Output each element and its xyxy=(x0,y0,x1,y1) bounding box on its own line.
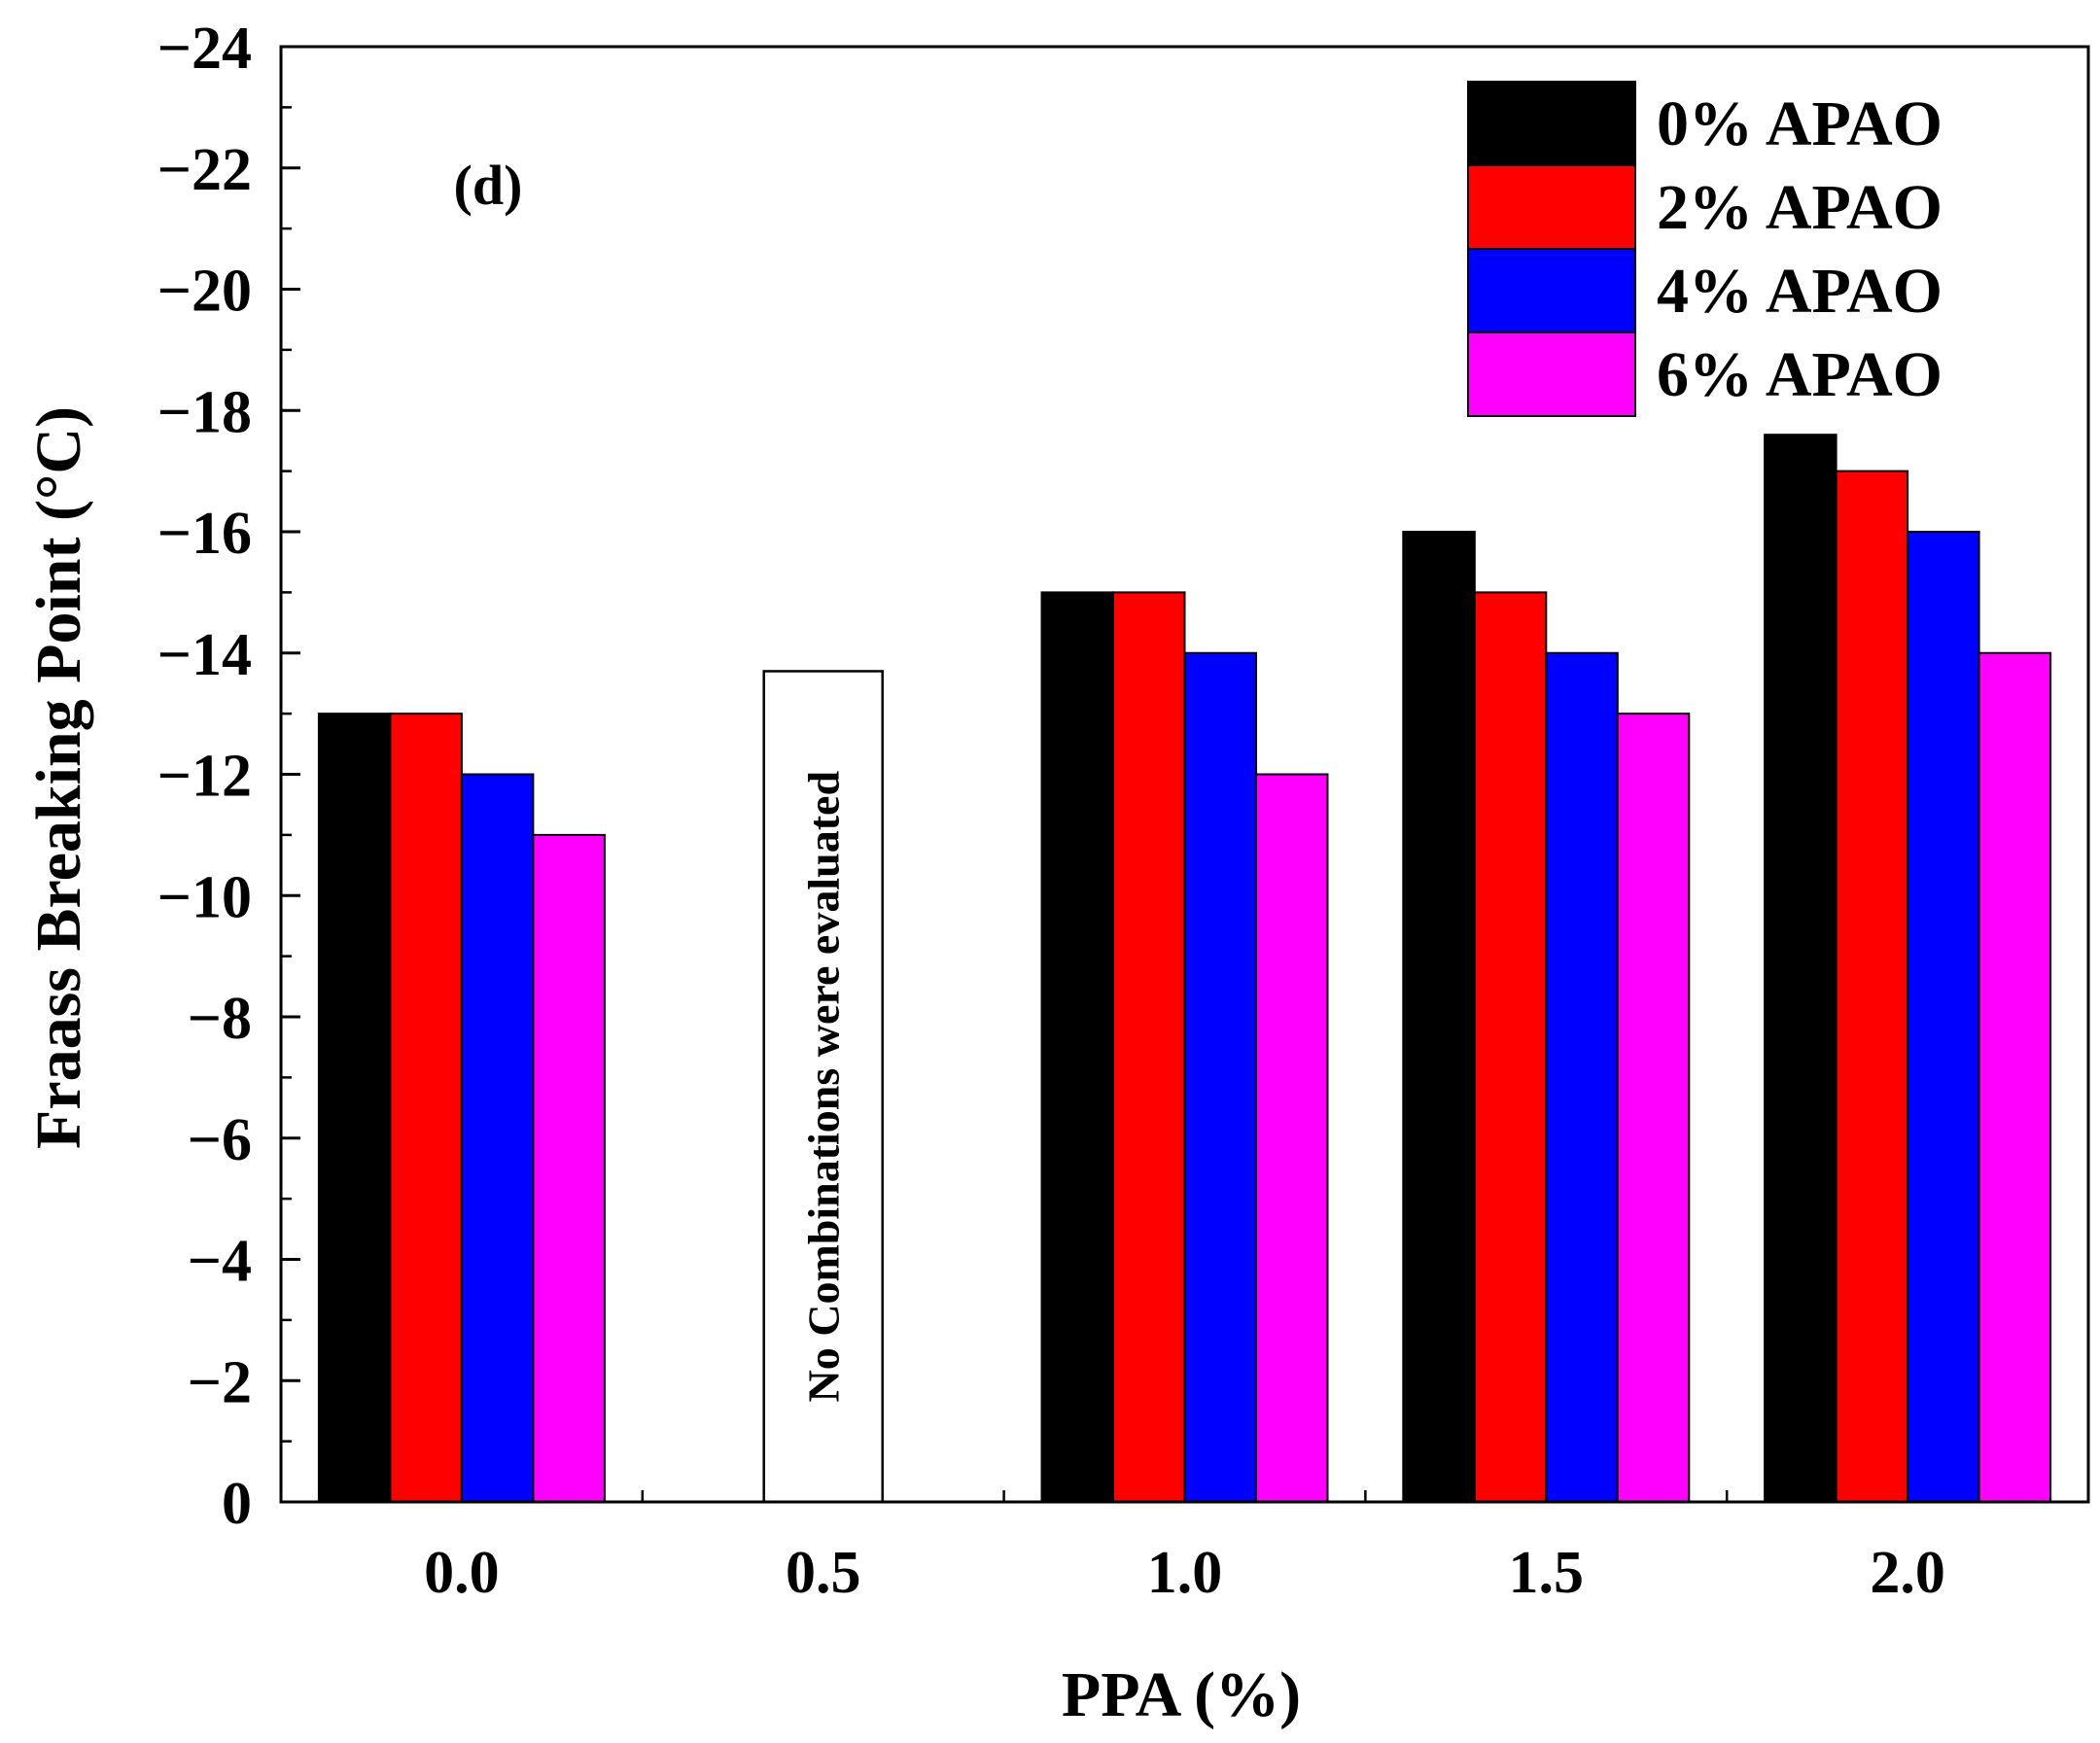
legend-label: 4% APAO xyxy=(1657,256,1942,327)
x-axis-title: PPA (%) xyxy=(1062,1659,1301,1730)
bar xyxy=(1835,470,1909,1503)
legend-swatch xyxy=(1467,331,1636,417)
bar xyxy=(389,713,463,1503)
y-tick-label: −20 xyxy=(158,259,252,325)
legend-label: 2% APAO xyxy=(1657,172,1942,243)
bar xyxy=(1183,651,1257,1503)
y-tick-label: −18 xyxy=(158,379,252,445)
x-tick-label: 0.0 xyxy=(424,1540,500,1606)
bar xyxy=(1112,591,1186,1503)
bar xyxy=(1978,651,2052,1503)
y-tick-label: −22 xyxy=(158,137,252,203)
legend: 0% APAO 2% APAO 4% APAO 6% APAO xyxy=(1467,81,1942,417)
bar xyxy=(1040,591,1114,1503)
bar xyxy=(1907,531,1980,1503)
legend-label: 0% APAO xyxy=(1657,88,1942,159)
x-tick-label: 0.5 xyxy=(786,1540,861,1606)
panel-label: (d) xyxy=(454,154,523,217)
y-tick-label: −14 xyxy=(158,622,252,688)
bar xyxy=(460,773,535,1503)
y-tick-label: −4 xyxy=(188,1229,252,1295)
x-tick-label: 1.0 xyxy=(1147,1540,1223,1606)
plot-area: No Combinations were evaluated 0 −2 −4 −6 −8 −… xyxy=(158,16,2090,1606)
bar xyxy=(1255,773,1329,1503)
legend-swatch xyxy=(1467,81,1636,166)
bar xyxy=(1473,591,1548,1503)
annotation-box xyxy=(762,670,884,1504)
annotation-text: No Combinations were evaluated xyxy=(799,771,849,1403)
bar xyxy=(1545,651,1619,1503)
y-axis-title: Fraass Breaking Point (°C) xyxy=(23,406,94,1149)
legend-swatch xyxy=(1467,164,1636,250)
y-tick-label: −2 xyxy=(188,1349,252,1415)
y-tick-label: −12 xyxy=(158,744,252,810)
y-tick-label: −8 xyxy=(188,986,252,1052)
bar xyxy=(1402,531,1476,1503)
bar xyxy=(1764,434,1838,1504)
legend-label: 6% APAO xyxy=(1657,339,1942,410)
y-tick-label: −6 xyxy=(188,1107,252,1173)
bar xyxy=(317,713,392,1503)
y-tick-label: −10 xyxy=(158,864,252,930)
bar xyxy=(532,833,606,1503)
x-tick-label: 2.0 xyxy=(1870,1540,1945,1606)
legend-swatch xyxy=(1467,248,1636,333)
y-tick-label: −24 xyxy=(158,16,252,82)
y-tick-label: −16 xyxy=(158,501,252,567)
x-tick-label: 1.5 xyxy=(1509,1540,1585,1606)
bar xyxy=(1616,713,1691,1503)
y-tick-label: 0 xyxy=(222,1471,252,1537)
